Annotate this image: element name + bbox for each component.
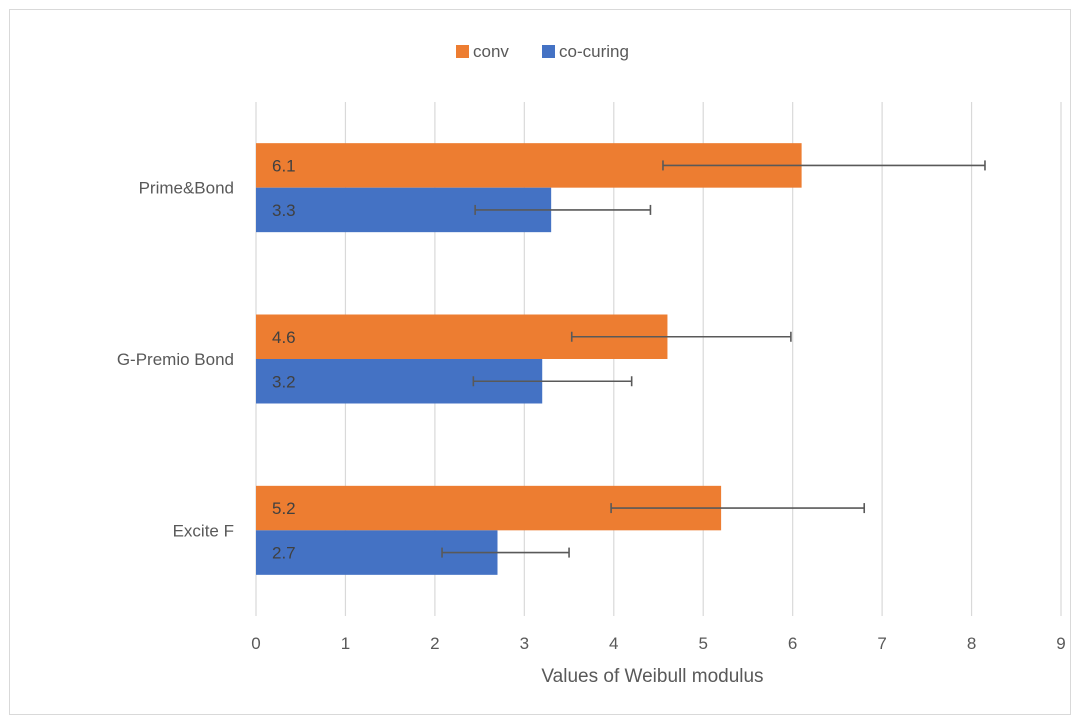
error-bars <box>441 160 986 558</box>
data-label: 5.2 <box>272 499 296 518</box>
x-tick-label: 1 <box>341 634 350 653</box>
x-tick-label: 7 <box>877 634 886 653</box>
x-tick-label: 5 <box>698 634 707 653</box>
bars <box>256 143 802 575</box>
chart-frame: 6.1 3.3 4.6 3.2 5.2 2.7 Prime&Bond G-Premio Bo… <box>9 9 1071 715</box>
category-label: Prime&Bond <box>139 179 234 198</box>
weibull-bar-chart: 6.1 3.3 4.6 3.2 5.2 2.7 Prime&Bond G-Premio Bo… <box>117 42 1066 687</box>
legend-label-co-curing[interactable]: co-curing <box>559 42 629 61</box>
category-axis: Prime&Bond G-Premio Bond Excite F <box>117 179 234 541</box>
x-tick-label: 0 <box>251 634 260 653</box>
x-tick-label: 6 <box>788 634 797 653</box>
x-tick-label: 4 <box>609 634 618 653</box>
x-tick-label: 8 <box>967 634 976 653</box>
legend-swatch-co-curing[interactable] <box>542 45 555 58</box>
value-axis: 0 1 2 3 4 5 6 7 8 9 <box>251 634 1065 653</box>
legend-swatch-conv[interactable] <box>456 45 469 58</box>
x-tick-label: 3 <box>520 634 529 653</box>
data-label: 6.1 <box>272 156 296 175</box>
x-tick-label: 2 <box>430 634 439 653</box>
data-label: 3.3 <box>272 201 296 220</box>
category-label: Excite F <box>173 521 234 540</box>
x-tick-label: 9 <box>1056 634 1065 653</box>
data-label: 4.6 <box>272 328 296 347</box>
data-labels: 6.1 3.3 4.6 3.2 5.2 2.7 <box>272 156 296 562</box>
legend[interactable]: conv co-curing <box>456 42 629 61</box>
x-axis-title: Values of Weibull modulus <box>541 666 763 687</box>
data-label: 2.7 <box>272 544 296 563</box>
category-label: G-Premio Bond <box>117 350 234 369</box>
legend-label-conv[interactable]: conv <box>473 42 509 61</box>
data-label: 3.2 <box>272 372 296 391</box>
